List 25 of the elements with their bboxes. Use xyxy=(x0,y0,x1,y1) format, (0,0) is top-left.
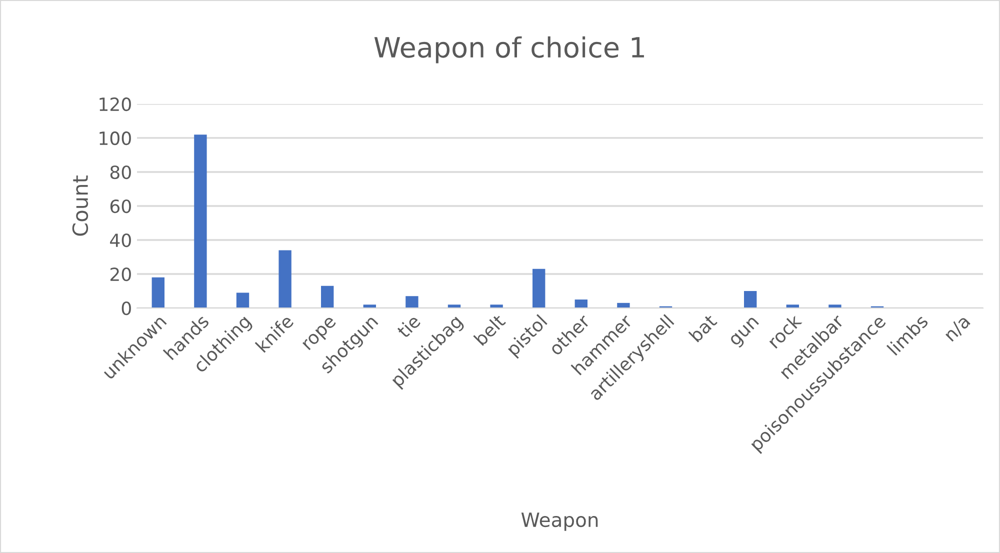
bar xyxy=(152,277,164,308)
y-tick-label: 40 xyxy=(110,233,131,248)
chart-title: Weapon of choice 1 xyxy=(374,36,644,64)
x-tick-label: bat xyxy=(688,313,718,343)
y-tick-label: 120 xyxy=(100,97,131,112)
bar xyxy=(828,304,842,308)
bar xyxy=(744,291,757,308)
x-axis-title: Weapon xyxy=(521,512,598,531)
y-tick-label: 0 xyxy=(122,301,131,316)
bar xyxy=(321,286,334,308)
y-axis-title: Count xyxy=(72,176,88,236)
y-tick-label: 100 xyxy=(100,131,131,146)
bar xyxy=(194,134,207,308)
bar xyxy=(406,296,418,308)
x-tick-label: belt xyxy=(473,313,506,346)
y-tick-label: 80 xyxy=(110,165,131,180)
x-tick-label: n/a xyxy=(943,314,972,343)
bar xyxy=(617,302,630,308)
bar xyxy=(236,292,250,308)
bar xyxy=(490,304,503,308)
bar xyxy=(574,300,588,308)
bar xyxy=(278,250,292,308)
bar xyxy=(532,268,546,308)
y-tick-label: 20 xyxy=(110,267,131,282)
y-tick-label: 60 xyxy=(110,199,131,214)
